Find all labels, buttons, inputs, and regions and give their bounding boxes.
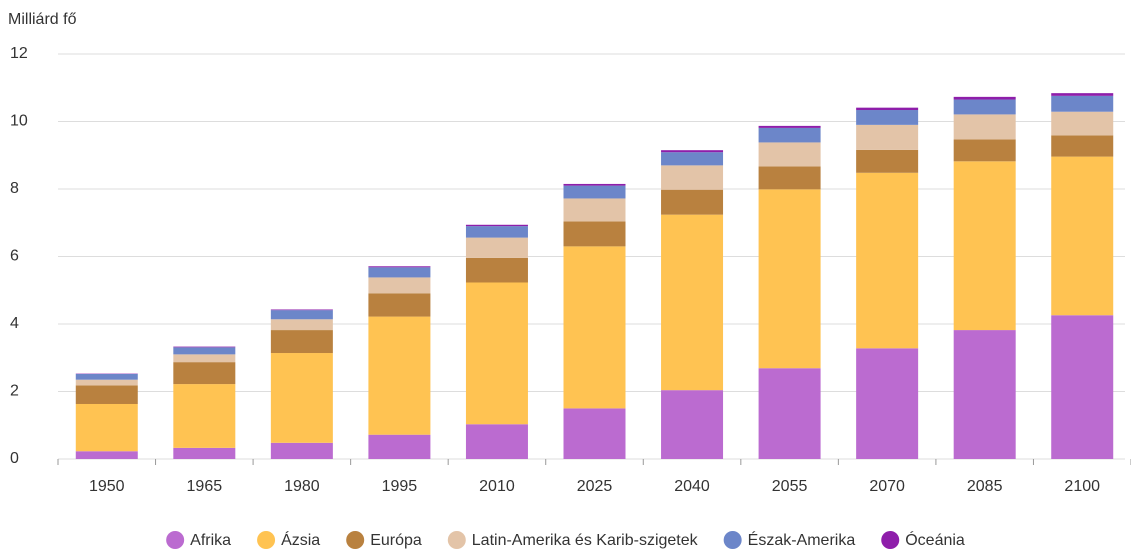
- bar-segment: [173, 447, 236, 459]
- x-tick-label: 2070: [869, 478, 905, 495]
- bar-segment: [465, 424, 528, 459]
- bar-segment: [758, 142, 821, 167]
- bar-segment: [563, 183, 626, 186]
- bar-segment: [368, 266, 431, 268]
- bar-segment: [661, 189, 724, 215]
- bar-segment: [758, 368, 821, 459]
- bar-segment: [953, 99, 1016, 115]
- bar-segment: [856, 348, 919, 459]
- bar-segment: [465, 282, 528, 425]
- legend-label: Óceánia: [905, 530, 965, 549]
- y-axis-title: Milliárd fő: [8, 11, 77, 28]
- bar-segment: [270, 309, 333, 311]
- x-tick-label: 1950: [89, 478, 125, 495]
- bar-segment: [953, 114, 1016, 140]
- bar-segment: [75, 385, 138, 404]
- bar-segment: [75, 403, 138, 452]
- x-tick-label: 2100: [1064, 478, 1100, 495]
- bar-segment: [270, 353, 333, 443]
- y-tick-label: 0: [10, 450, 19, 467]
- bar-segment: [953, 139, 1016, 162]
- bar-segment: [563, 246, 626, 409]
- bar-segment: [758, 125, 821, 128]
- bar-segment: [368, 267, 431, 278]
- legend-marker: [166, 531, 185, 549]
- bar-segment: [75, 379, 138, 386]
- y-tick-label: 12: [10, 45, 28, 62]
- bar-segment: [661, 165, 724, 190]
- bar-segment: [465, 237, 528, 258]
- bar-segment: [173, 354, 236, 363]
- bar-segment: [368, 277, 431, 294]
- bar-segment: [270, 330, 333, 354]
- bar-segment: [953, 96, 1016, 100]
- bar-segment: [368, 316, 431, 435]
- bar-segment: [758, 166, 821, 190]
- bar-segment: [1051, 93, 1114, 96]
- legend-marker: [881, 531, 900, 549]
- legend-marker: [447, 531, 466, 549]
- x-tick-label: 1980: [284, 478, 320, 495]
- bar-segment: [173, 346, 236, 348]
- bar-segment: [953, 161, 1016, 331]
- bar-segment: [661, 214, 724, 391]
- bar-segment: [856, 110, 919, 125]
- x-tick-label: 1965: [187, 478, 223, 495]
- x-tick-label: 1995: [382, 478, 418, 495]
- bar-segment: [1051, 111, 1114, 136]
- bar-segment: [856, 124, 919, 150]
- y-tick-label: 10: [10, 113, 28, 130]
- y-tick-label: 4: [10, 315, 19, 332]
- bar-segment: [270, 319, 333, 331]
- legend-label: Európa: [370, 532, 422, 549]
- y-tick-label: 8: [10, 180, 19, 197]
- x-tick-label: 2055: [772, 478, 808, 495]
- legend-label: Afrika: [190, 532, 231, 549]
- bar-segment: [1051, 315, 1114, 459]
- bar-segment: [1051, 156, 1114, 316]
- bar-segment: [75, 451, 138, 459]
- bar-segment: [563, 408, 626, 459]
- bar-segment: [465, 226, 528, 238]
- bar-segment: [563, 221, 626, 247]
- legend-marker: [723, 531, 742, 549]
- bar-segment: [173, 362, 236, 385]
- bar-segment: [1051, 95, 1114, 112]
- bar-segment: [953, 330, 1016, 459]
- legend-marker: [346, 531, 365, 549]
- bar-segment: [758, 127, 821, 143]
- bar-segment: [661, 152, 724, 166]
- x-tick-label: 2025: [577, 478, 613, 495]
- bar-segment: [75, 373, 138, 380]
- bar-segment: [856, 172, 919, 349]
- bar-segment: [465, 257, 528, 283]
- bar-segment: [661, 150, 724, 153]
- bar-segment: [368, 293, 431, 317]
- y-tick-label: 2: [10, 383, 19, 400]
- bar-segment: [661, 390, 724, 459]
- bar-segment: [368, 434, 431, 459]
- bar-segment: [563, 185, 626, 199]
- bar-segment: [758, 189, 821, 369]
- y-tick-label: 6: [10, 248, 19, 265]
- legend-label: Latin-Amerika és Karib-szigetek: [472, 532, 699, 549]
- legend-label: Ázsia: [281, 530, 320, 549]
- x-tick-label: 2040: [674, 478, 710, 495]
- bar-segment: [856, 107, 919, 111]
- bar-segment: [173, 347, 236, 355]
- bar-segment: [563, 198, 626, 222]
- bar-segment: [856, 149, 919, 173]
- x-tick-label: 2085: [967, 478, 1003, 495]
- legend-marker: [257, 531, 276, 549]
- bar-segment: [465, 224, 528, 227]
- bar-segment: [1051, 135, 1114, 157]
- bar-segment: [270, 442, 333, 459]
- x-tick-label: 2010: [479, 478, 515, 495]
- bar-segment: [270, 310, 333, 320]
- bar-segment: [173, 384, 236, 448]
- legend-label: Észak-Amerika: [748, 530, 856, 549]
